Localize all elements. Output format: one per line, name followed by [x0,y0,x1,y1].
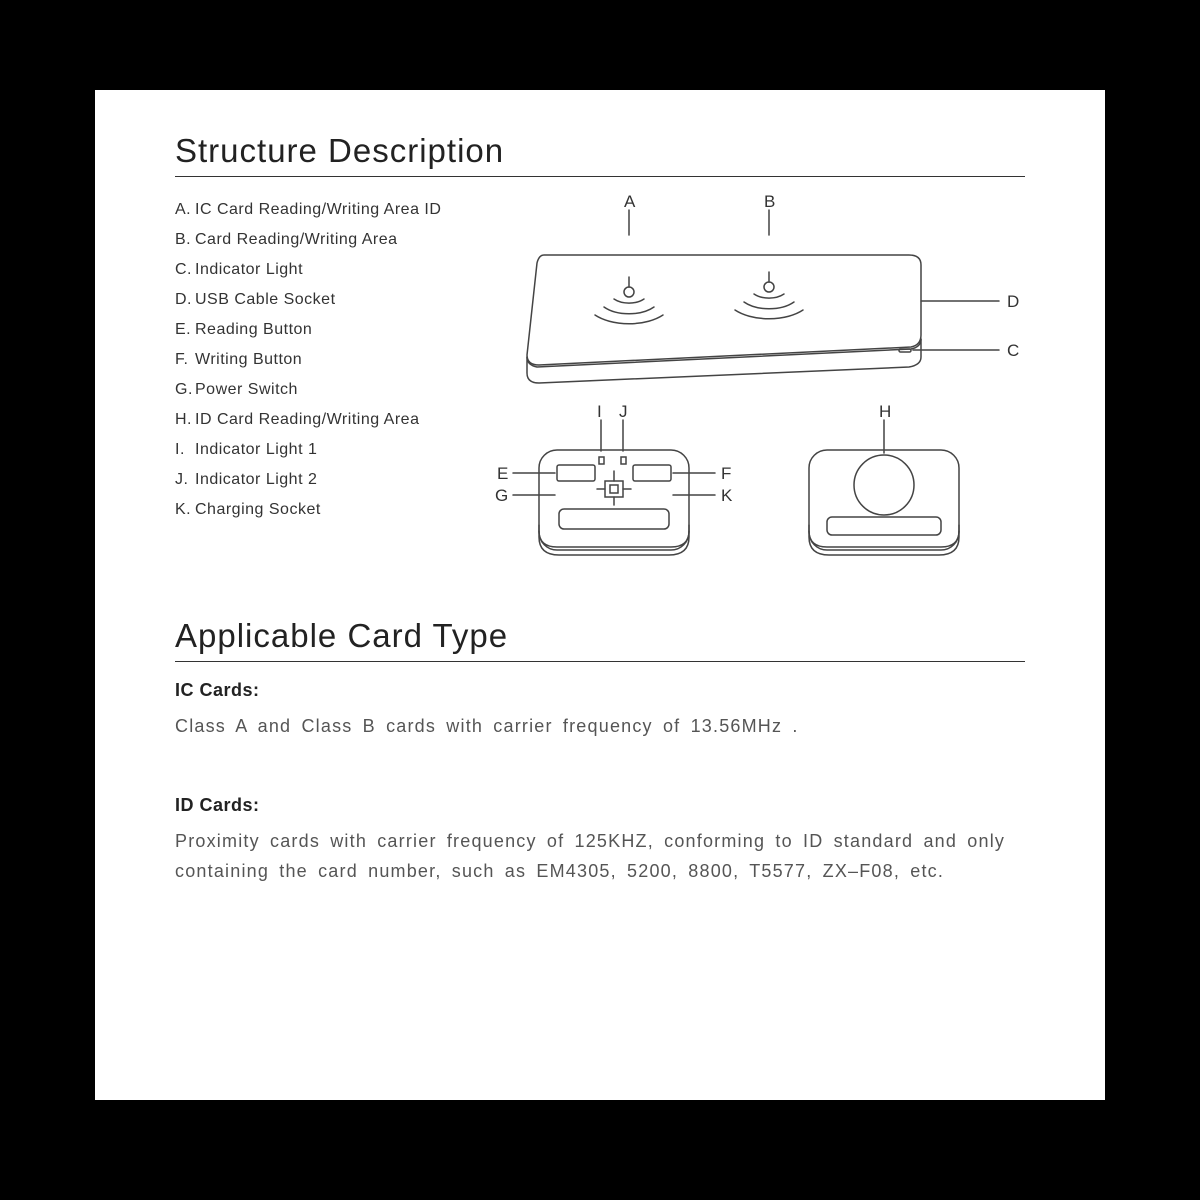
callout-k: K [721,486,733,505]
manual-page: Structure Description A.IC Card Reading/… [95,90,1105,1100]
callout-a: A [624,195,636,211]
callout-f: F [721,464,731,483]
structure-title: Structure Description [175,132,1025,177]
callout-e: E [497,464,508,483]
callout-j: J [619,402,628,421]
ic-cards-head: IC Cards: [175,680,1025,701]
callout-h: H [879,402,891,421]
legend-item: G.Power Switch [175,375,475,405]
legend-item: I.Indicator Light 1 [175,435,475,465]
id-cards-head: ID Cards: [175,795,1025,816]
legend-item: J.Indicator Light 2 [175,465,475,495]
legend-item: F.Writing Button [175,345,475,375]
callout-c: C [1007,341,1019,360]
callout-b: B [764,195,775,211]
legend-list: A.IC Card Reading/Writing Area ID B.Card… [175,195,475,555]
legend-item: B.Card Reading/Writing Area [175,225,475,255]
legend-item: K.Charging Socket [175,495,475,525]
structure-section: A.IC Card Reading/Writing Area ID B.Card… [175,195,1025,555]
id-cards-block: ID Cards: Proximity cards with carrier f… [175,795,1025,886]
callout-i: I [597,402,602,421]
ic-cards-block: IC Cards: Class A and Class B cards with… [175,680,1025,741]
legend-item: H.ID Card Reading/Writing Area [175,405,475,435]
ic-cards-body: Class A and Class B cards with carrier f… [175,711,1025,741]
legend-item: E.Reading Button [175,315,475,345]
device-diagrams: A B D C [487,195,1025,555]
legend-item: C.Indicator Light [175,255,475,285]
diagram-svg: A B D C [469,195,1029,565]
callout-d: D [1007,292,1019,311]
legend-item: A.IC Card Reading/Writing Area ID [175,195,475,225]
legend-item: D.USB Cable Socket [175,285,475,315]
id-cards-body: Proximity cards with carrier frequency o… [175,826,1025,886]
callout-g: G [495,486,508,505]
applicable-title: Applicable Card Type [175,617,1025,662]
